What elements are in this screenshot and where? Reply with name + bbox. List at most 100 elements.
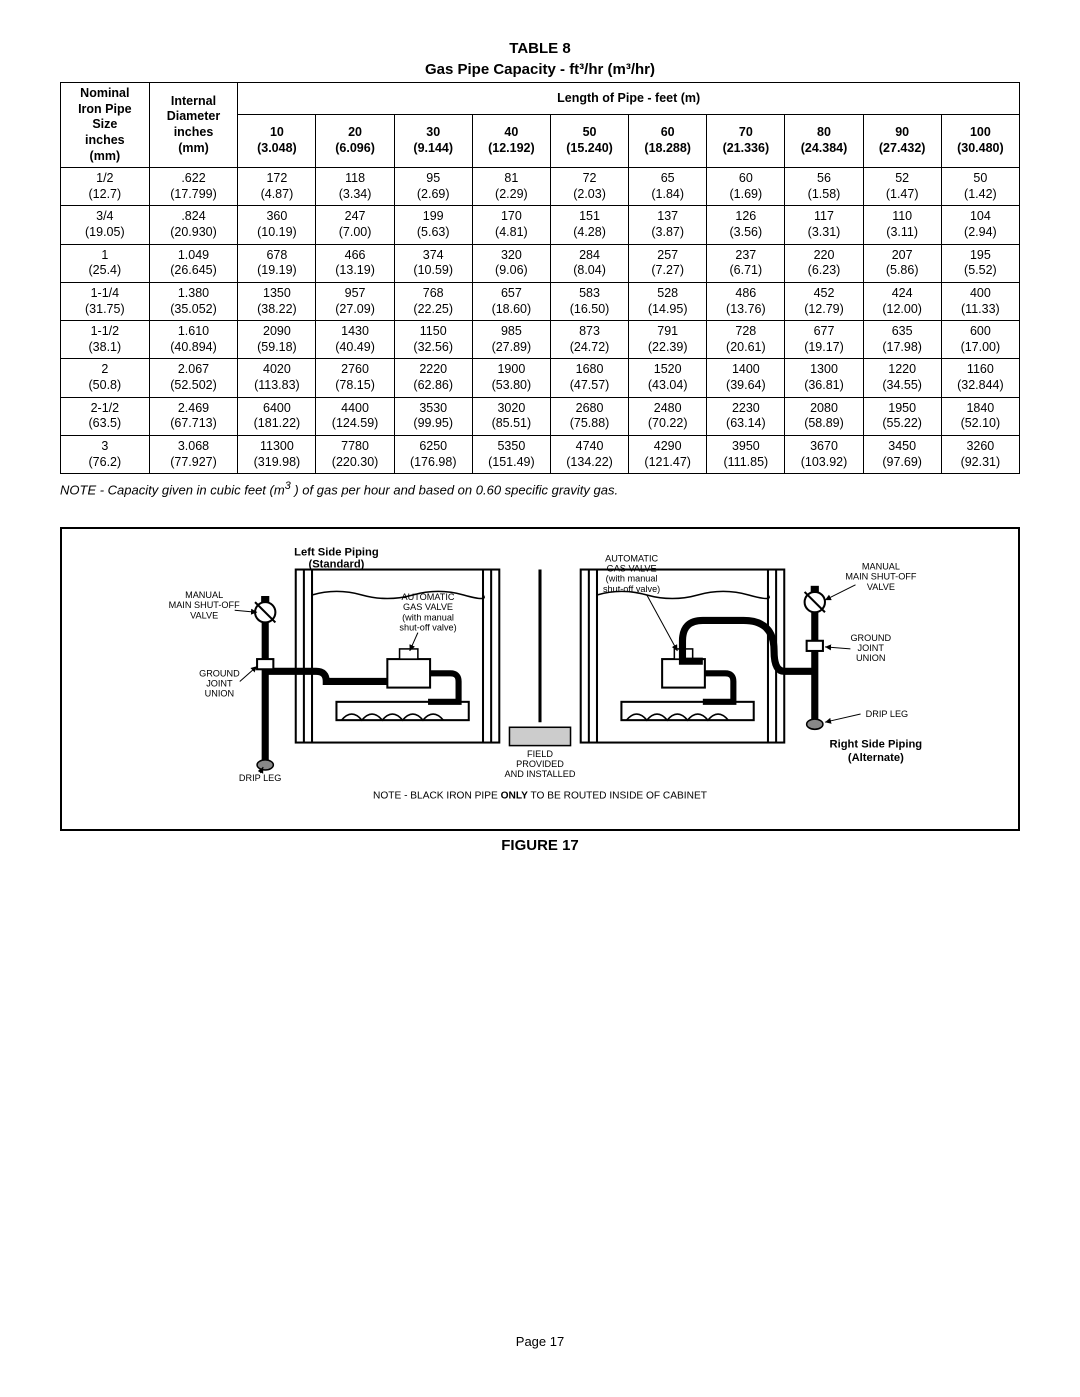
table-cell: 873(24.72) (550, 321, 628, 359)
table-cell: .824(20.930) (149, 206, 238, 244)
table-cell: 118(3.34) (316, 168, 394, 206)
field-label: FIELD (527, 749, 553, 759)
table-cell: 400(11.33) (941, 282, 1019, 320)
table-cell: 985(27.89) (472, 321, 550, 359)
table-cell: 4740(134.22) (550, 435, 628, 473)
svg-text:(Alternate): (Alternate) (848, 752, 904, 764)
table-cell: 1350(38.22) (238, 282, 316, 320)
table-cell: 635(17.98) (863, 321, 941, 359)
table-cell: 172(4.87) (238, 168, 316, 206)
table-row: 3/4(19.05).824(20.930)360(10.19)247(7.00… (61, 206, 1020, 244)
table-cell: 1680(47.57) (550, 359, 628, 397)
svg-text:VALVE: VALVE (867, 582, 895, 592)
table-cell: 52(1.47) (863, 168, 941, 206)
table-cell: 110(3.11) (863, 206, 941, 244)
table-cell: 374(10.59) (394, 244, 472, 282)
table-cell: 2680(75.88) (550, 397, 628, 435)
table-cell: 3260(92.31) (941, 435, 1019, 473)
left-title: Left Side Piping (294, 547, 379, 559)
table-cell: 768(22.25) (394, 282, 472, 320)
table-row: 1-1/4(31.75)1.380(35.052)1350(38.22)957(… (61, 282, 1020, 320)
table-cell: 1.380(35.052) (149, 282, 238, 320)
table-cell: 126(3.56) (707, 206, 785, 244)
table-cell: 1300(36.81) (785, 359, 863, 397)
table-cell: 195(5.52) (941, 244, 1019, 282)
table-cell: 3020(85.51) (472, 397, 550, 435)
table-cell: 284(8.04) (550, 244, 628, 282)
table-cell: 2480(70.22) (629, 397, 707, 435)
table-row: 2-1/2(63.5)2.469(67.713)6400(181.22)4400… (61, 397, 1020, 435)
col-diameter-header: Internal Diameter inches (mm) (149, 83, 238, 168)
table-head: Nominal Iron Pipe Size inches (mm) Inter… (61, 83, 1020, 168)
length-col-header: 50(15.240) (550, 114, 628, 168)
svg-text:JOINT: JOINT (206, 679, 233, 689)
table-cell: .622(17.799) (149, 168, 238, 206)
table-cell: 2080(58.89) (785, 397, 863, 435)
table-cell: 170(4.81) (472, 206, 550, 244)
table-cell: 4290(121.47) (629, 435, 707, 473)
length-col-header: 100(30.480) (941, 114, 1019, 168)
svg-text:(Standard): (Standard) (308, 559, 364, 571)
table-cell: 1.049(26.645) (149, 244, 238, 282)
svg-text:UNION: UNION (205, 689, 234, 699)
table-cell: 2.469(67.713) (149, 397, 238, 435)
svg-text:shut-off valve): shut-off valve) (399, 623, 456, 633)
svg-text:MAIN SHUT-OFF: MAIN SHUT-OFF (845, 572, 917, 582)
table-row: 1-1/2(38.1)1.610(40.894)2090(59.18)1430(… (61, 321, 1020, 359)
figure-note: NOTE - BLACK IRON PIPE ONLY TO BE ROUTED… (373, 791, 707, 802)
capacity-table: Nominal Iron Pipe Size inches (mm) Inter… (60, 82, 1020, 474)
right-ground-label: GROUND (850, 633, 891, 643)
table-cell: 600(17.00) (941, 321, 1019, 359)
table-cell: 360(10.19) (238, 206, 316, 244)
table-cell: 104(2.94) (941, 206, 1019, 244)
table-cell: 1400(39.64) (707, 359, 785, 397)
table-row: 2(50.8)2.067(52.502)4020(113.83)2760(78.… (61, 359, 1020, 397)
table-cell: 137(3.87) (629, 206, 707, 244)
table-cell: 3950(111.85) (707, 435, 785, 473)
table-cell: 257(7.27) (629, 244, 707, 282)
table-cell: 151(4.28) (550, 206, 628, 244)
table-cell: 3(76.2) (61, 435, 150, 473)
table-cell: 2-1/2(63.5) (61, 397, 150, 435)
table-cell: 2(50.8) (61, 359, 150, 397)
left-auto-label: AUTOMATIC (402, 593, 455, 603)
table-cell: 424(12.00) (863, 282, 941, 320)
table-cell: 7780(220.30) (316, 435, 394, 473)
table-cell: 220(6.23) (785, 244, 863, 282)
svg-text:UNION: UNION (856, 654, 885, 664)
left-manual-label: MANUAL (185, 590, 223, 600)
table-cell: 199(5.63) (394, 206, 472, 244)
length-col-header: 90(27.432) (863, 114, 941, 168)
figure-number: FIGURE 17 (60, 837, 1020, 854)
table-cell: 207(5.86) (863, 244, 941, 282)
table-cell: 2220(62.86) (394, 359, 472, 397)
table-cell: 320(9.06) (472, 244, 550, 282)
table-cell: 957(27.09) (316, 282, 394, 320)
svg-text:(with manual: (with manual (606, 574, 658, 584)
table-number: TABLE 8 (60, 40, 1020, 57)
table-cell: 2.067(52.502) (149, 359, 238, 397)
svg-text:VALVE: VALVE (190, 611, 218, 621)
right-drip-label: DRIP LEG (866, 710, 909, 720)
table-cell: 6400(181.22) (238, 397, 316, 435)
table-cell: 1150(32.56) (394, 321, 472, 359)
table-cell: 1-1/2(38.1) (61, 321, 150, 359)
table-cell: 452(12.79) (785, 282, 863, 320)
table-cell: 117(3.31) (785, 206, 863, 244)
piping-diagram: Left Side Piping (Standard) MANUAL MAIN … (82, 539, 998, 804)
length-col-header: 40(12.192) (472, 114, 550, 168)
length-col-header: 20(6.096) (316, 114, 394, 168)
table-cell: 4020(113.83) (238, 359, 316, 397)
table-cell: 1/2(12.7) (61, 168, 150, 206)
table-cell: 65(1.84) (629, 168, 707, 206)
table-cell: 1160(32.844) (941, 359, 1019, 397)
left-cabinet (265, 570, 499, 743)
table-cell: 1950(55.22) (863, 397, 941, 435)
table-cell: 1.610(40.894) (149, 321, 238, 359)
table-cell: 678(19.19) (238, 244, 316, 282)
svg-text:GAS VALVE: GAS VALVE (403, 603, 453, 613)
table-cell: 95(2.69) (394, 168, 472, 206)
table-cell: 247(7.00) (316, 206, 394, 244)
right-cabinet (581, 570, 815, 743)
table-row: 1(25.4)1.049(26.645)678(19.19)466(13.19)… (61, 244, 1020, 282)
